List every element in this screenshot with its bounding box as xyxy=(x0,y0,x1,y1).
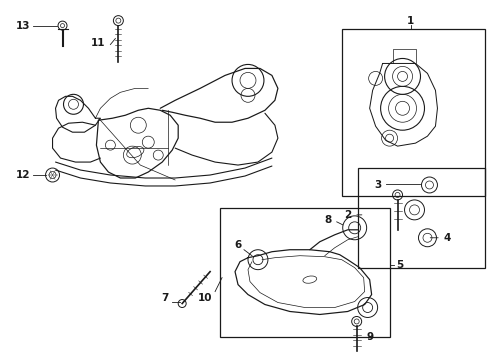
Text: 5: 5 xyxy=(395,260,403,270)
Text: 12: 12 xyxy=(15,170,30,180)
Text: 8: 8 xyxy=(324,215,331,225)
Text: 1: 1 xyxy=(406,15,413,26)
Text: 6: 6 xyxy=(234,240,241,250)
Bar xyxy=(220,208,389,337)
Text: 3: 3 xyxy=(373,180,381,190)
Text: 10: 10 xyxy=(198,293,212,302)
Text: 4: 4 xyxy=(429,233,450,243)
Bar xyxy=(357,168,484,268)
Text: 9: 9 xyxy=(366,332,372,342)
Text: 7: 7 xyxy=(161,293,168,302)
Text: 13: 13 xyxy=(15,21,30,31)
Text: 2: 2 xyxy=(344,210,361,220)
Bar xyxy=(341,28,484,196)
Text: 11: 11 xyxy=(91,37,105,48)
